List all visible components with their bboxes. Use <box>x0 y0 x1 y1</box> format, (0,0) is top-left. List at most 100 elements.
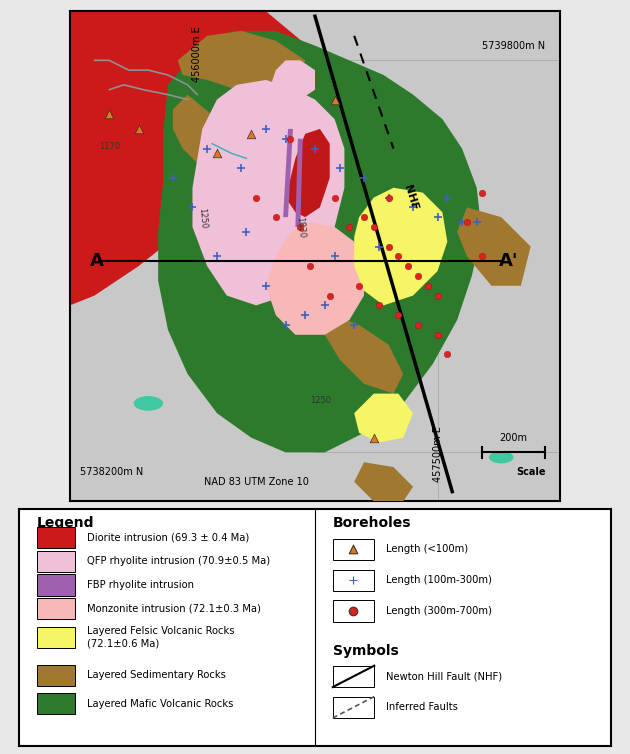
Text: NAD 83 UTM Zone 10: NAD 83 UTM Zone 10 <box>203 477 309 487</box>
Polygon shape <box>266 222 364 335</box>
Point <box>442 348 452 360</box>
Point <box>349 319 359 331</box>
Point <box>359 211 369 223</box>
Point <box>369 431 379 443</box>
Point <box>271 211 281 223</box>
Polygon shape <box>193 80 345 305</box>
Point <box>393 250 403 262</box>
Point <box>413 270 423 282</box>
Point <box>348 575 358 587</box>
Text: Length (100m-300m): Length (100m-300m) <box>386 575 492 585</box>
FancyBboxPatch shape <box>37 550 75 572</box>
Point <box>261 123 271 135</box>
Polygon shape <box>325 315 403 394</box>
Text: 5738200m N: 5738200m N <box>80 467 143 477</box>
Point <box>324 290 335 302</box>
Text: Layered Sedimentary Rocks: Layered Sedimentary Rocks <box>87 670 226 680</box>
Point <box>384 241 394 253</box>
Point <box>384 192 394 204</box>
Point <box>348 544 358 556</box>
Text: Layered Felsic Volcanic Rocks
(72.1±0.6 Ma): Layered Felsic Volcanic Rocks (72.1±0.6 … <box>87 627 234 648</box>
Polygon shape <box>173 94 256 192</box>
Text: QFP rhyolite intrusion (70.9±0.5 Ma): QFP rhyolite intrusion (70.9±0.5 Ma) <box>87 556 270 566</box>
Text: FBP rhyolite intrusion: FBP rhyolite intrusion <box>87 580 194 590</box>
Text: 200m: 200m <box>500 433 527 443</box>
Point <box>236 162 246 174</box>
Point <box>344 221 354 233</box>
Point <box>476 186 486 198</box>
Text: 1250: 1250 <box>197 207 208 229</box>
Polygon shape <box>457 207 530 286</box>
Polygon shape <box>354 462 413 501</box>
Text: Newton Hill Fault (NHF): Newton Hill Fault (NHF) <box>386 671 502 682</box>
Polygon shape <box>178 31 305 94</box>
Text: NHF: NHF <box>402 184 419 211</box>
FancyBboxPatch shape <box>37 693 75 714</box>
Point <box>423 280 433 292</box>
Polygon shape <box>354 394 413 443</box>
Point <box>188 201 198 213</box>
Point <box>384 192 394 204</box>
Text: 1170: 1170 <box>100 142 120 151</box>
Text: Boreholes: Boreholes <box>333 516 411 530</box>
Point <box>295 221 306 233</box>
Point <box>251 192 261 204</box>
Text: Layered Mafic Volcanic Rocks: Layered Mafic Volcanic Rocks <box>87 699 233 709</box>
Point <box>212 148 222 160</box>
Point <box>354 280 364 292</box>
Text: 456000m E: 456000m E <box>192 26 202 81</box>
FancyBboxPatch shape <box>333 569 374 591</box>
Polygon shape <box>158 31 481 452</box>
Text: Scale: Scale <box>516 467 546 477</box>
Point <box>408 201 418 213</box>
Point <box>329 192 340 204</box>
Text: Diorite intrusion (69.3 ± 0.4 Ma): Diorite intrusion (69.3 ± 0.4 Ma) <box>87 532 249 542</box>
Text: 1830: 1830 <box>295 217 306 239</box>
Point <box>202 143 212 155</box>
Point <box>374 241 384 253</box>
Point <box>104 109 114 121</box>
Ellipse shape <box>134 396 163 411</box>
Text: Symbols: Symbols <box>333 645 399 658</box>
Point <box>403 260 413 272</box>
Point <box>432 329 442 341</box>
Polygon shape <box>70 11 325 305</box>
Point <box>241 226 251 238</box>
Point <box>457 216 467 228</box>
FancyBboxPatch shape <box>333 538 374 560</box>
Point <box>305 260 315 272</box>
Ellipse shape <box>489 451 513 464</box>
Polygon shape <box>283 129 293 217</box>
Text: Length (300m-700m): Length (300m-700m) <box>386 606 492 616</box>
Text: Inferred Faults: Inferred Faults <box>386 702 458 713</box>
Point <box>261 280 271 292</box>
Point <box>285 133 295 145</box>
FancyBboxPatch shape <box>37 598 75 619</box>
FancyBboxPatch shape <box>333 600 374 622</box>
Point <box>310 143 320 155</box>
FancyBboxPatch shape <box>333 666 374 687</box>
Text: A: A <box>90 253 104 270</box>
Point <box>348 605 358 617</box>
Point <box>413 319 423 331</box>
Polygon shape <box>295 139 303 227</box>
Point <box>212 250 222 262</box>
Point <box>280 319 290 331</box>
FancyBboxPatch shape <box>37 664 75 686</box>
Polygon shape <box>354 188 447 305</box>
Point <box>359 172 369 184</box>
Text: 1250: 1250 <box>310 397 331 406</box>
Point <box>476 250 486 262</box>
Text: Monzonite intrusion (72.1±0.3 Ma): Monzonite intrusion (72.1±0.3 Ma) <box>87 604 261 614</box>
Point <box>413 319 423 331</box>
Point <box>320 299 330 311</box>
FancyBboxPatch shape <box>37 627 75 648</box>
Point <box>168 172 178 184</box>
Point <box>432 290 442 302</box>
FancyBboxPatch shape <box>37 575 75 596</box>
Point <box>472 216 482 228</box>
FancyBboxPatch shape <box>37 527 75 548</box>
Text: A': A' <box>499 253 518 270</box>
Text: 457500m E: 457500m E <box>433 426 442 482</box>
Polygon shape <box>266 60 315 100</box>
